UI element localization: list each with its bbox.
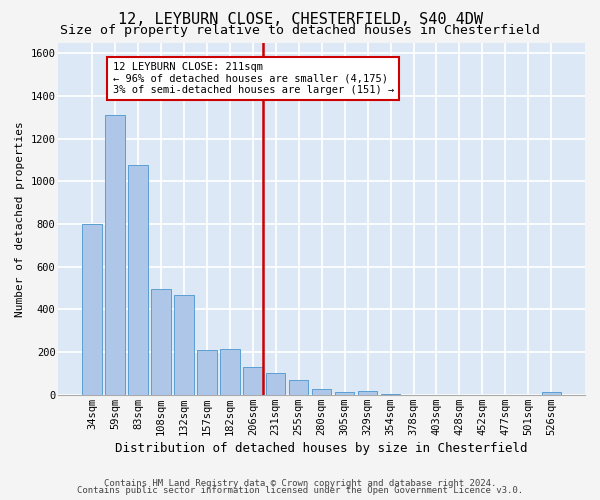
Bar (243, 367, 263, 395)
X-axis label: Distribution of detached houses by size in Chesterfield: Distribution of detached houses by size … (115, 442, 528, 455)
Bar (381, 394, 400, 395)
Text: Contains public sector information licensed under the Open Government Licence v3: Contains public sector information licen… (77, 486, 523, 495)
Bar (151, 289, 170, 395)
Bar (220, 349, 239, 395)
Text: Size of property relative to detached houses in Chesterfield: Size of property relative to detached ho… (60, 24, 540, 37)
Bar (82, 224, 102, 395)
Bar (358, 390, 377, 395)
Bar (174, 296, 194, 395)
Bar (312, 390, 331, 395)
Bar (105, 115, 125, 395)
Bar (197, 350, 217, 395)
Bar (266, 374, 286, 395)
Bar (289, 380, 308, 395)
Bar (542, 392, 561, 395)
Y-axis label: Number of detached properties: Number of detached properties (15, 121, 25, 316)
Text: 12, LEYBURN CLOSE, CHESTERFIELD, S40 4DW: 12, LEYBURN CLOSE, CHESTERFIELD, S40 4DW (118, 12, 482, 28)
Bar (335, 392, 355, 395)
Text: Contains HM Land Registry data © Crown copyright and database right 2024.: Contains HM Land Registry data © Crown c… (104, 478, 496, 488)
Bar (128, 166, 148, 395)
Text: 12 LEYBURN CLOSE: 211sqm
← 96% of detached houses are smaller (4,175)
3% of semi: 12 LEYBURN CLOSE: 211sqm ← 96% of detach… (113, 62, 394, 95)
